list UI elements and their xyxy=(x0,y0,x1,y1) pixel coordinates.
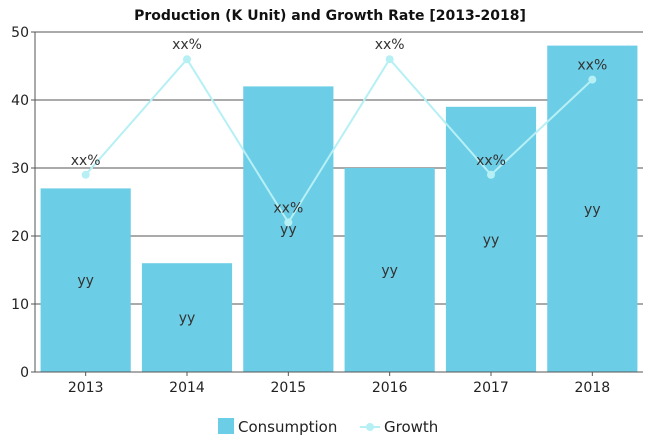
y-tick-label: 10 xyxy=(11,297,29,313)
growth-point xyxy=(284,218,293,227)
bar xyxy=(344,168,435,372)
y-tick-label: 20 xyxy=(11,229,29,245)
chart-title: Production (K Unit) and Growth Rate [201… xyxy=(134,8,526,24)
legend: Consumption Growth xyxy=(218,418,438,436)
growth-data-label: xx% xyxy=(172,37,202,53)
grid-lines xyxy=(35,31,643,305)
bar xyxy=(243,86,334,373)
growth-data-label: xx% xyxy=(476,153,506,169)
y-tick-label: 40 xyxy=(11,93,29,109)
growth-point xyxy=(588,75,597,84)
bar-data-label: yy xyxy=(381,263,398,279)
x-tick-label: 2017 xyxy=(473,380,509,396)
growth-point xyxy=(487,170,495,179)
growth-data-label: xx% xyxy=(273,200,303,216)
y-tick-label: 50 xyxy=(11,25,29,41)
legend-label-growth: Growth xyxy=(384,418,438,436)
growth-data-label: xx% xyxy=(71,153,101,169)
bar-data-label: yy xyxy=(483,232,500,248)
bar-data-label: yy xyxy=(77,273,94,289)
bar xyxy=(445,106,537,373)
x-tick-label: 2016 xyxy=(372,380,408,396)
legend-label-consumption: Consumption xyxy=(238,418,337,436)
bar-data-label: yy xyxy=(584,202,601,218)
growth-point xyxy=(385,55,394,64)
bar xyxy=(547,45,638,372)
growth-point xyxy=(183,55,191,64)
y-tick-label: 30 xyxy=(11,161,29,177)
axes: 0 10 20 30 40 50 2013 2014 2015 2016 2017 2018 xyxy=(11,25,643,396)
x-tick-label: 2014 xyxy=(169,380,205,396)
bar-series: yy yy yy yy yy yy xyxy=(40,45,638,373)
legend-swatch-growth-point xyxy=(366,423,374,431)
bar xyxy=(40,188,131,372)
y-tick-label: 0 xyxy=(20,365,29,381)
line-series: xx% xx% xx% xx% xx% xx% xyxy=(71,37,607,227)
growth-data-label: xx% xyxy=(577,58,607,74)
bar xyxy=(141,263,233,372)
x-tick-label: 2013 xyxy=(68,380,104,396)
growth-point xyxy=(81,170,90,179)
growth-data-label: xx% xyxy=(375,37,405,53)
bar-data-label: yy xyxy=(179,311,196,327)
bar-data-label: yy xyxy=(280,222,297,238)
growth-line xyxy=(84,57,594,225)
legend-swatch-consumption xyxy=(218,418,234,434)
x-tick-label: 2015 xyxy=(271,380,307,396)
x-tick-label: 2018 xyxy=(575,380,611,396)
